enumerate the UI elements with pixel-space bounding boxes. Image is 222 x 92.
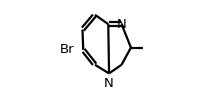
Text: N: N	[104, 77, 114, 90]
Text: Br: Br	[60, 43, 75, 56]
Text: N: N	[117, 18, 126, 31]
